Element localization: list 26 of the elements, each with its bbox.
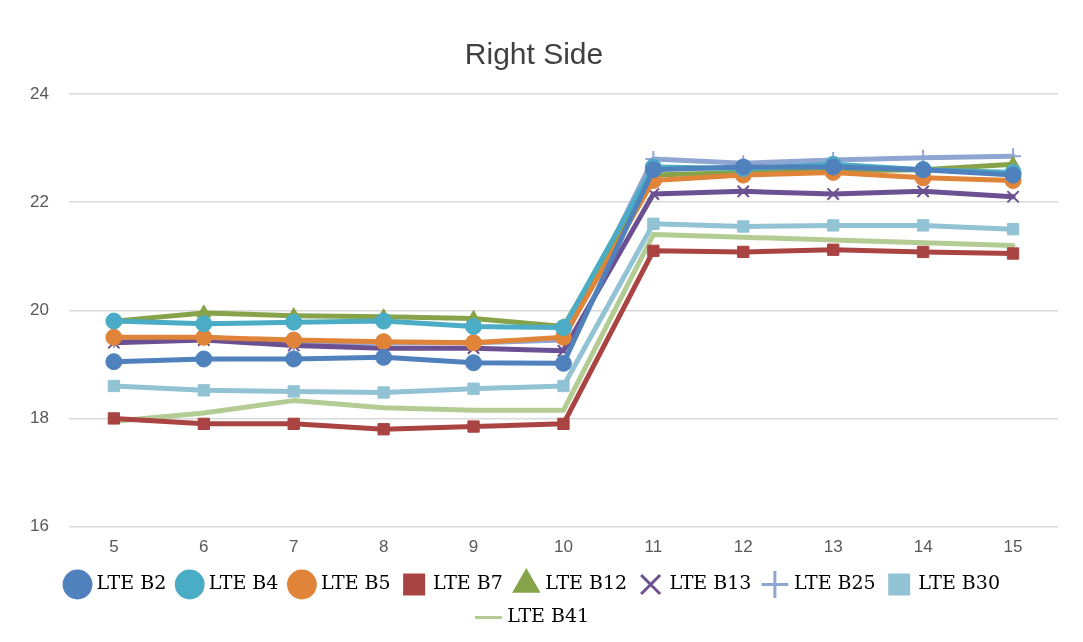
y-tick-label: 22: [29, 191, 49, 211]
legend-label: LTE B4: [208, 571, 279, 594]
legend-label: LTE B41: [507, 604, 590, 627]
x-tick-label: 8: [378, 537, 389, 557]
legend-label: LTE B2: [96, 571, 167, 594]
legend-label: LTE B5: [320, 571, 391, 594]
legend-label: LTE B7: [433, 571, 503, 594]
x-tick-label: 6: [199, 537, 209, 557]
x-tick-label: 5: [109, 537, 119, 557]
y-tick-label: 18: [29, 408, 49, 428]
legend-label: LTE B25: [793, 571, 876, 594]
y-tick-label: 20: [29, 299, 49, 319]
y-tick-label: 16: [29, 516, 49, 536]
x-tick-label: 12: [733, 537, 753, 557]
x-tick-label: 7: [288, 537, 299, 557]
x-tick-label: 13: [823, 537, 843, 557]
legend-label: LTE B13: [669, 571, 752, 594]
x-tick-label: 9: [468, 537, 479, 557]
chart-title: Right Side: [464, 37, 604, 71]
x-tick-label: 15: [1003, 537, 1023, 557]
legend-label: LTE B12: [545, 571, 628, 594]
y-tick-label: 24: [29, 83, 49, 103]
x-tick-label: 14: [913, 537, 933, 557]
x-tick-label: 11: [644, 537, 663, 557]
legend-label: LTE B30: [918, 571, 1000, 594]
x-tick-label: 10: [553, 537, 573, 557]
